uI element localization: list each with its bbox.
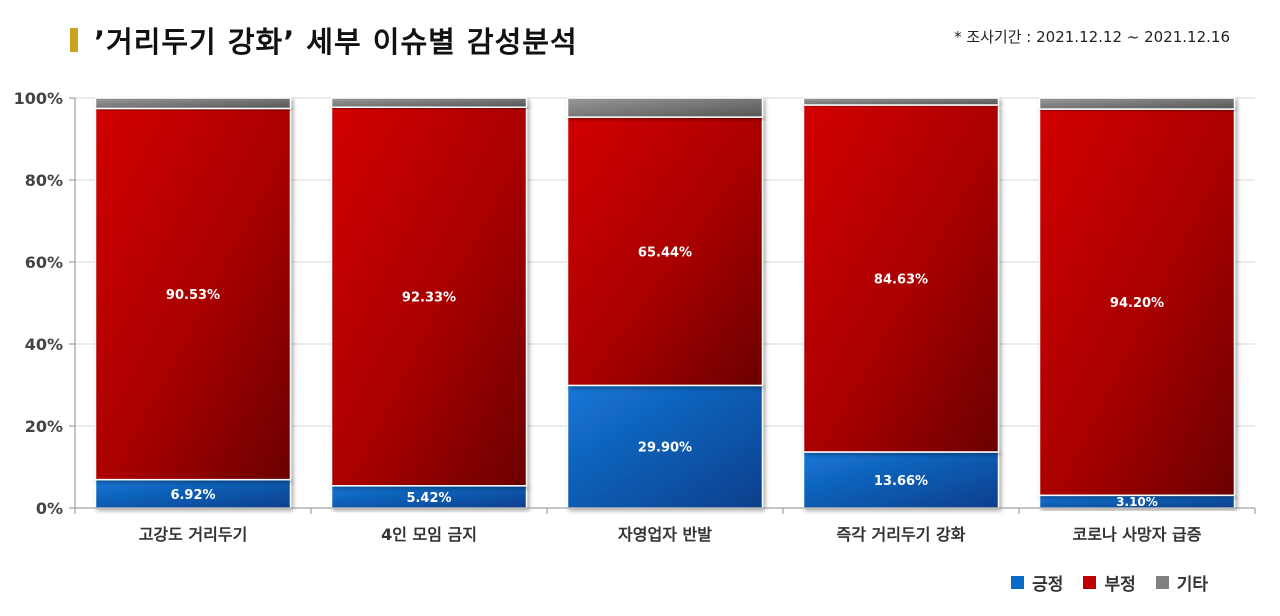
data-label: 3.10% xyxy=(1116,495,1158,509)
bar-segment-other xyxy=(566,97,764,118)
data-label: 84.63% xyxy=(874,273,928,288)
legend-label-other: 기타 xyxy=(1176,575,1208,595)
data-label: 5.42% xyxy=(406,491,451,506)
bar-segment-negative xyxy=(566,116,764,387)
y-tick-label: 100% xyxy=(14,89,63,108)
data-label: 94.20% xyxy=(1110,296,1164,311)
x-tick-label: 4인 모임 금지 xyxy=(381,525,477,544)
data-label: 6.92% xyxy=(170,488,215,503)
data-label: 29.90% xyxy=(638,441,692,456)
bars-layer xyxy=(94,97,1236,509)
x-tick-label: 고강도 거리두기 xyxy=(139,525,248,544)
data-label: 92.33% xyxy=(402,291,456,306)
data-label: 13.66% xyxy=(874,474,928,489)
y-tick-label: 80% xyxy=(25,171,63,190)
y-tick-label: 0% xyxy=(36,499,63,518)
legend-label-positive: 긍정 xyxy=(1032,575,1064,595)
bar-segment-other xyxy=(94,97,292,110)
title-block: ’거리두기 강화’ 세부 이슈별 감성분석 xyxy=(70,18,578,62)
bar-segment-negative xyxy=(330,106,528,487)
bar-segment-other xyxy=(802,97,1000,106)
data-label: 90.53% xyxy=(166,288,220,303)
bar-segment-other xyxy=(330,97,528,108)
bar-segment-negative xyxy=(802,104,1000,453)
axis-layer: 0% 20% 40% 60% 80% 100% 고강도 거리두기 4인 모임 금지 자영업자 반… xyxy=(14,89,1256,544)
x-tick-label: 코로나 사망자 급증 xyxy=(1073,525,1202,544)
y-tick-label: 40% xyxy=(25,335,63,354)
legend-item-negative: 부정 xyxy=(1083,570,1136,595)
bar-segment-negative xyxy=(94,107,292,481)
legend-swatch-positive xyxy=(1011,576,1025,589)
x-tick-label: 즉각 거리두기 강화 xyxy=(837,525,966,544)
data-label: 65.44% xyxy=(638,245,692,260)
bar-segment-negative xyxy=(1038,108,1236,497)
bar-segment-other xyxy=(1038,97,1236,110)
chart-title: ’거리두기 강화’ 세부 이슈별 감성분석 xyxy=(94,25,578,59)
y-tick-label: 60% xyxy=(25,253,63,272)
legend-label-negative: 부정 xyxy=(1104,575,1136,595)
labels-layer: 6.92% 90.53% 5.42% 92.33% 29.90% 65.44% 13.66%… xyxy=(166,245,1164,509)
legend-swatch-other xyxy=(1155,576,1169,589)
title-marker xyxy=(70,28,78,52)
survey-period: * 조사기간 : 2021.12.12 ~ 2021.12.16 xyxy=(954,28,1230,46)
legend: 긍정 부정 기타 xyxy=(991,570,1208,595)
x-tick-label: 자영업자 반발 xyxy=(618,525,712,544)
legend-swatch-negative xyxy=(1083,576,1097,589)
y-tick-label: 20% xyxy=(25,417,63,436)
legend-item-positive: 긍정 xyxy=(1011,570,1063,595)
legend-item-other: 기타 xyxy=(1155,570,1208,595)
